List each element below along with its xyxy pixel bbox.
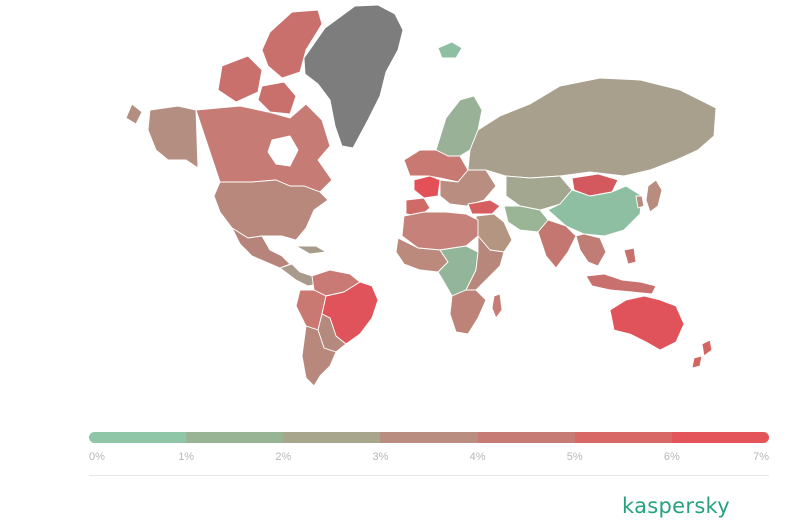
region-southeast-asia[interactable]	[575, 233, 607, 267]
legend-tick-label: 4%	[469, 451, 486, 463]
legend-tick-label: 1%	[178, 451, 195, 463]
world-map	[125, 4, 717, 387]
legend-tick-label: 6%	[663, 451, 680, 463]
region-north-africa[interactable]	[401, 211, 479, 251]
legend-segment	[671, 432, 769, 443]
legend-segment	[89, 432, 187, 443]
region-turkey[interactable]	[467, 199, 501, 215]
color-scale-bar	[89, 432, 769, 443]
legend-tick-label: 0%	[89, 451, 105, 463]
legend-segment	[380, 432, 478, 443]
region-madagascar[interactable]	[491, 293, 503, 319]
legend-tick-label: 5%	[566, 451, 583, 463]
legend-segment	[186, 432, 284, 443]
region-russia[interactable]	[467, 77, 717, 179]
region-iceland[interactable]	[437, 41, 463, 59]
legend-tick-label: 7%	[753, 451, 769, 463]
region-southern-africa[interactable]	[449, 289, 487, 335]
color-scale-ticks: 0% 1% 2% 3% 4% 5% 6% 7%	[89, 451, 769, 471]
region-east-africa[interactable]	[465, 235, 505, 291]
legend-tick-label: 3%	[372, 451, 389, 463]
legend-segment	[574, 432, 672, 443]
legend-divider	[89, 475, 769, 476]
color-scale-legend: 0% 1% 2% 3% 4% 5% 6% 7%	[89, 432, 769, 471]
region-argentina-chile[interactable]	[301, 325, 337, 387]
region-arctic-islands[interactable]	[217, 9, 323, 115]
region-alaska[interactable]	[125, 103, 199, 169]
region-indonesia[interactable]	[585, 247, 657, 295]
region-new-zealand[interactable]	[691, 339, 713, 369]
region-usa[interactable]	[213, 179, 329, 241]
legend-tick-label: 2%	[275, 451, 292, 463]
legend-segment	[477, 432, 575, 443]
region-india[interactable]	[537, 219, 577, 269]
region-greenland[interactable]	[303, 4, 404, 149]
region-france[interactable]	[413, 175, 441, 199]
region-japan[interactable]	[635, 179, 663, 213]
kaspersky-logo: kaspersky	[622, 494, 730, 518]
region-eastern-europe[interactable]	[439, 169, 497, 207]
region-australia[interactable]	[609, 295, 685, 351]
legend-segment	[283, 432, 381, 443]
region-canada[interactable]	[195, 103, 333, 193]
region-mexico[interactable]	[231, 227, 291, 269]
